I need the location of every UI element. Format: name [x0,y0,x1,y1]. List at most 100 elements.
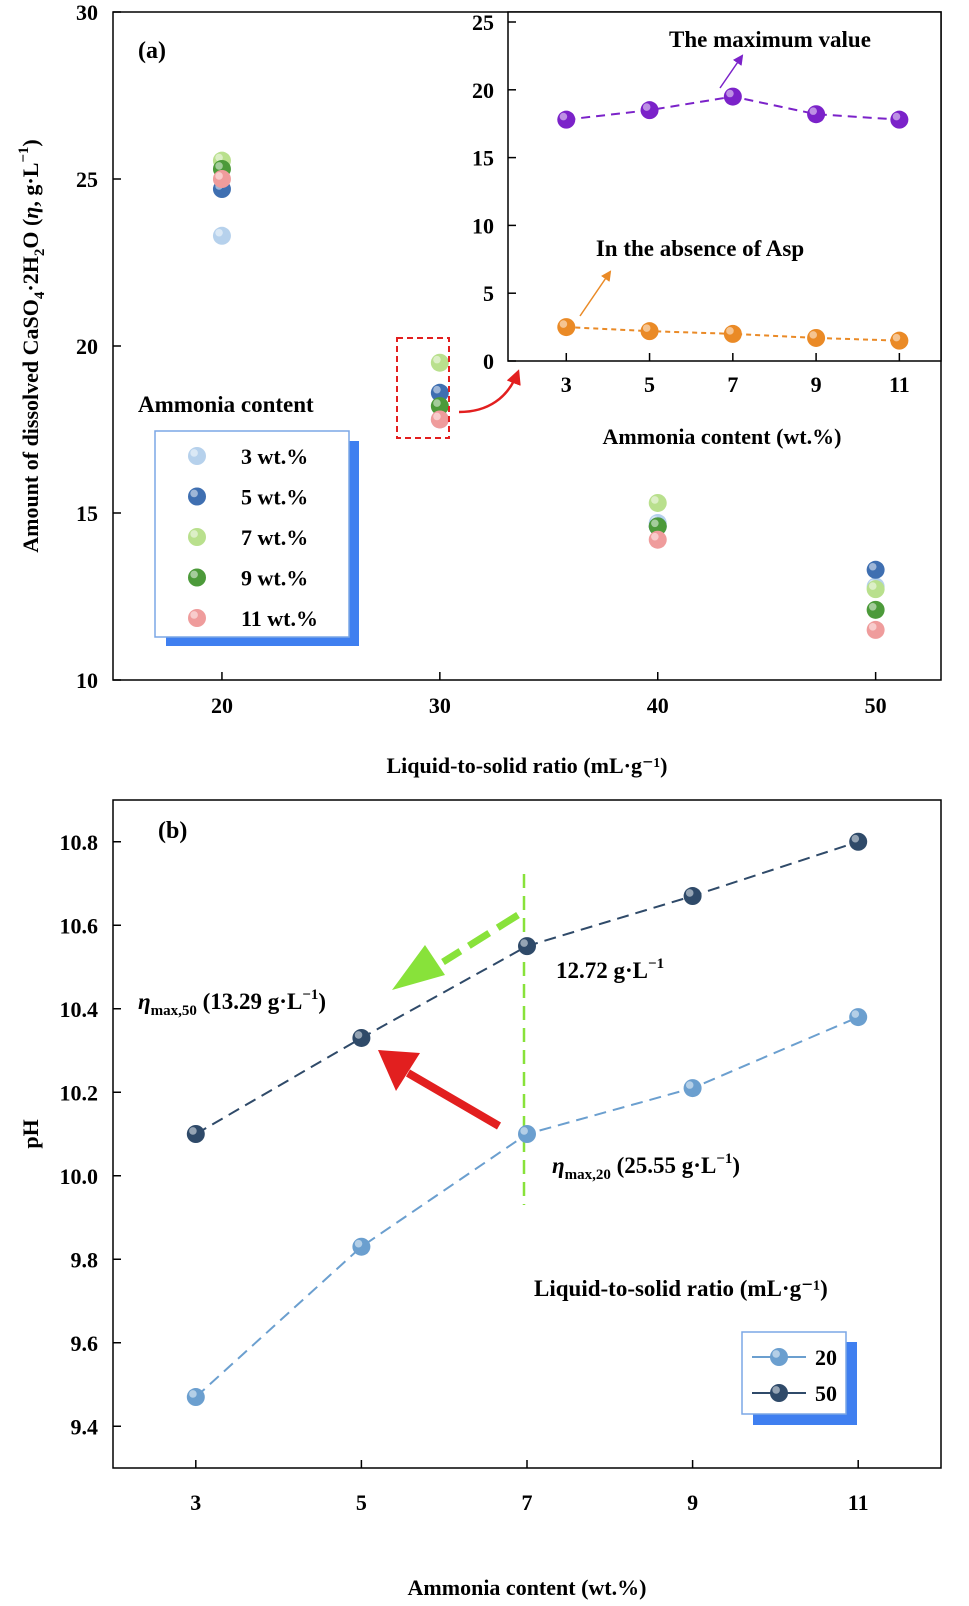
inset-x-tick-label: 11 [889,372,910,397]
legend-b-box [741,1331,847,1415]
b-point-50-3 [186,1125,205,1143]
legend-items: 3 wt.% 5 wt.% 7 wt.% 9 wt.% 11 wt.% [188,444,318,631]
highlight-arrow [458,369,521,414]
legend-marker-3 [188,568,206,587]
inset-point-0-9 [807,105,826,124]
inset-point-1-11 [890,331,909,350]
inset-point-0-7 [723,87,742,106]
b-y-tick-label: 10.8 [60,830,99,855]
x-tick-label: 50 [865,693,887,718]
y-tick-label: 20 [76,334,98,359]
panel-b-axes: 9.4 9.6 9.8 10.0 10.2 10.4 10.6 10.8 3 5 7 9 11 [60,830,869,1515]
inset-y-tick-label: 10 [472,213,494,238]
inset-point-0-11 [890,110,909,129]
legend-label: 5 wt.% [241,485,308,510]
scatter-point-5wt-30 [430,383,449,402]
legend-marker-0 [188,447,206,465]
inset-point-1-7 [723,324,742,343]
legend-title: Ammonia content [138,392,314,417]
scatter-point-7wt-50 [866,580,885,599]
x-tick-label: 30 [429,693,451,718]
b-point-50-11 [849,832,868,851]
legend-marker-4 [188,609,206,627]
green-arrow-shaft [441,912,520,965]
b-x-tick-label: 5 [356,1490,367,1515]
b-y-tick-label: 10.6 [60,913,99,938]
scatter-point-11wt-50 [866,620,885,639]
legend-b-marker-50 [770,1384,788,1402]
b-point-20-11 [849,1008,868,1027]
panel-b: (b) 9.49.69.810.010.210.410.610.83 5 7 9 11 … [18,799,942,1600]
b-point-50-5 [352,1028,371,1047]
legend-b-label: 50 [815,1381,837,1406]
annotation-eta-max50: ηmax,50 (13.29 g·L−1) [138,987,326,1019]
b-x-tick-label: 9 [687,1490,698,1515]
scatter-point-11wt-30 [430,410,449,429]
arrow-absence [579,270,612,317]
inset-x-tick-label: 7 [727,372,738,397]
legend-label: 3 wt.% [241,444,308,469]
b-point-20-3 [186,1388,205,1407]
legend-marker-2 [188,528,206,546]
x-tick-label: 40 [647,693,669,718]
legend-title-b: Liquid-to-solid ratio (mL·g⁻¹) [534,1276,828,1301]
inset-point-1-5 [640,322,659,341]
scatter-point-9wt-50 [866,600,885,619]
arrow-max [719,54,744,89]
scatter-point-7wt-40 [648,493,667,512]
inset-series [557,87,909,350]
inset-point-1-3 [557,318,576,337]
y-tick-label: 10 [76,668,98,693]
b-line-50 [195,840,859,1135]
inset-y-tick-label: 20 [472,78,494,103]
b-y-tick-label: 9.6 [71,1331,99,1356]
inset-y-tick-label: 25 [472,10,494,35]
inset-point-1-9 [807,328,826,347]
panel-b-label: (b) [158,818,187,844]
inset-x-tick-label: 3 [561,372,572,397]
inset-x-tick-label: 9 [811,372,822,397]
panel-b-y-axis-label: pH [18,1119,43,1148]
legend-marker-1 [188,487,206,506]
annotation-eta-max20: ηmax,20 (25.55 g·L−1) [552,1151,740,1183]
scatter-point-5wt-50 [866,560,885,579]
inset-x-tick-label: 5 [644,372,655,397]
green-arrow-head [392,945,445,990]
inset-y-tick-label: 5 [483,281,494,306]
b-y-tick-label: 10.2 [60,1080,99,1105]
panel-a-y-axis-label: Amount of dissolved CaSO4·2H2O (η, g·L−1… [16,139,48,553]
b-y-tick-label: 9.4 [71,1414,99,1439]
scatter-point-9wt-30 [430,397,449,416]
legend-b-marker-20 [770,1348,788,1366]
panel-b-x-axis-label: Ammonia content (wt.%) [408,1575,647,1600]
scatter-point-9wt-40 [648,517,667,536]
legend-label: 11 wt.% [241,606,318,631]
inset-label-max: The maximum value [669,27,871,52]
panel-a-points [212,151,885,639]
panel-a-legend: Ammonia content 3 wt.% 5 wt.% 7 wt.% 9 wt.%… [138,392,359,646]
y-tick-label: 25 [76,167,98,192]
panel-a-x-axis-label: Liquid-to-solid ratio (mL·g⁻¹) [386,753,667,778]
red-arrow-shaft [405,1069,502,1130]
legend-label: 9 wt.% [241,566,308,591]
b-point-50-7 [518,937,536,956]
scatter-point-3wt-20 [212,226,231,245]
b-point-20-5 [352,1237,371,1256]
scatter-point-11wt-40 [648,530,667,549]
legend-b-label: 20 [815,1345,837,1370]
b-y-tick-label: 10.4 [60,997,99,1022]
inset-point-0-3 [557,110,576,129]
scatter-point-11wt-20 [212,170,231,188]
b-x-tick-label: 11 [848,1490,869,1515]
scatter-point-7wt-30 [430,353,449,372]
annotation-value-12-72: 12.72 g·L−1 [556,956,664,983]
inset-frame [507,11,942,362]
y-tick-label: 15 [76,501,98,526]
inset-y-tick-label: 15 [472,146,494,171]
